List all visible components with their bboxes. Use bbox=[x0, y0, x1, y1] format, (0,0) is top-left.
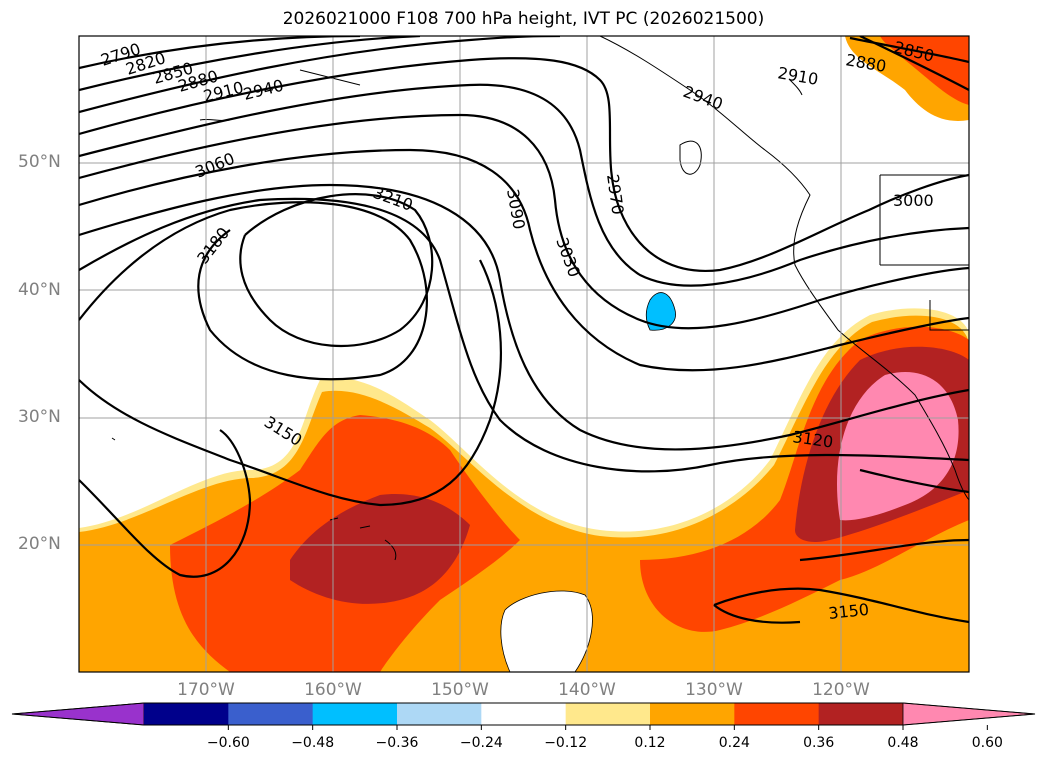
colorbar-tick-label: −0.36 bbox=[375, 735, 419, 751]
ivt-northeast-core bbox=[880, 36, 969, 105]
colorbar-segment bbox=[397, 703, 482, 725]
colorbar-segment bbox=[228, 703, 314, 725]
colorbar-segment bbox=[818, 703, 904, 725]
lat-label: 20°N bbox=[18, 534, 61, 554]
colorbar-segment bbox=[650, 703, 735, 725]
ivt-negative-patch bbox=[645, 292, 676, 331]
lon-label: 150°W bbox=[431, 680, 489, 700]
colorbar-extend-low bbox=[11, 702, 145, 726]
coastlines bbox=[111, 36, 969, 561]
colorbar-tick-label: −0.24 bbox=[459, 735, 503, 751]
colorbar-tick-marks bbox=[227, 725, 988, 730]
graticule bbox=[79, 36, 969, 672]
colorbar-tick-label: −0.12 bbox=[544, 735, 588, 751]
colorbar-tick-label: 0.60 bbox=[971, 735, 1003, 751]
lon-label: 130°W bbox=[685, 680, 743, 700]
colorbar-segment bbox=[481, 703, 567, 725]
lat-label: 50°N bbox=[18, 152, 61, 172]
ivt-shading bbox=[79, 36, 969, 672]
colorbar-tick-label: −0.60 bbox=[206, 735, 250, 751]
lon-label: 140°W bbox=[558, 680, 616, 700]
lat-label: 30°N bbox=[18, 407, 61, 427]
map-frame bbox=[78, 35, 970, 673]
ivt-0.60-region bbox=[837, 372, 959, 521]
map-title: 2026021000 F108 700 hPa height, IVT PC (… bbox=[282, 9, 765, 29]
colorbar-tick-label: 0.12 bbox=[634, 735, 666, 751]
lat-label: 40°N bbox=[18, 280, 61, 300]
colorbar-segment bbox=[312, 703, 398, 725]
lon-label: 120°W bbox=[812, 680, 870, 700]
colorbar-segment bbox=[734, 703, 820, 725]
lon-label: 160°W bbox=[304, 680, 362, 700]
colorbar-segment bbox=[565, 703, 651, 725]
contour-label: 3000 bbox=[893, 191, 934, 210]
colorbar-tick-label: 0.48 bbox=[887, 735, 919, 751]
colorbar-extend-high bbox=[902, 702, 1036, 726]
contour-label: 3150 bbox=[827, 600, 869, 623]
colorbar-tick-label: 0.36 bbox=[803, 735, 835, 751]
colorbar-segment bbox=[144, 703, 229, 725]
height-contours bbox=[79, 36, 969, 624]
ivt-0.48-region-a bbox=[290, 494, 470, 604]
colorbar-outline bbox=[11, 702, 1036, 726]
ivt-minimum-patch bbox=[500, 590, 593, 672]
colorbar-tick-label: −0.48 bbox=[291, 735, 335, 751]
colorbar-tick-label: 0.24 bbox=[718, 735, 750, 751]
lon-label: 170°W bbox=[177, 680, 235, 700]
colorbar-segments bbox=[11, 702, 1036, 726]
